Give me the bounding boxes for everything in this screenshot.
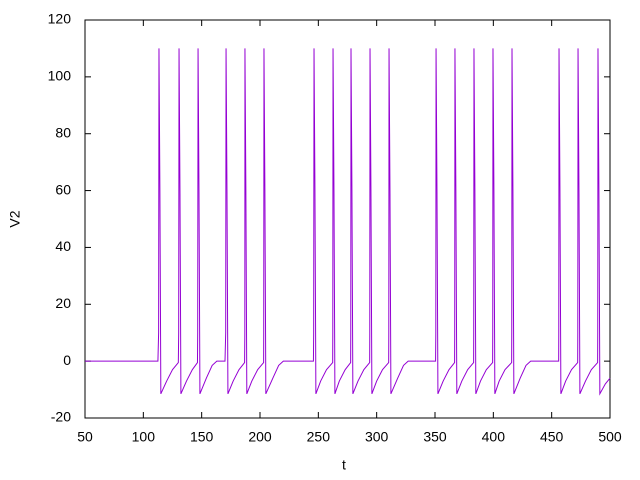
y-tick-label: 40 — [55, 238, 71, 254]
x-tick-label: 200 — [248, 429, 272, 445]
x-tick-label: 50 — [77, 429, 93, 445]
x-axis-label: t — [342, 457, 346, 473]
x-tick-label: 300 — [365, 429, 389, 445]
y-tick-label: 20 — [55, 295, 71, 311]
x-tick-label: 400 — [482, 429, 506, 445]
y-tick-label: 60 — [55, 181, 71, 197]
plot-border — [84, 19, 611, 419]
y-tick-label: 80 — [55, 124, 71, 140]
y-tick-label: -20 — [51, 409, 71, 425]
y-tick-label: 100 — [48, 68, 72, 84]
x-tick-label: 500 — [598, 429, 622, 445]
x-tick-label: 100 — [132, 429, 156, 445]
x-tick-label: 350 — [423, 429, 447, 445]
y-tick-label: 0 — [63, 352, 71, 368]
y-axis-label: V2 — [7, 210, 23, 227]
series-line — [85, 48, 611, 396]
x-tick-label: 450 — [540, 429, 564, 445]
y-tick-label: 120 — [48, 11, 72, 27]
x-tick-label: 150 — [190, 429, 214, 445]
x-tick-label: 250 — [307, 429, 331, 445]
